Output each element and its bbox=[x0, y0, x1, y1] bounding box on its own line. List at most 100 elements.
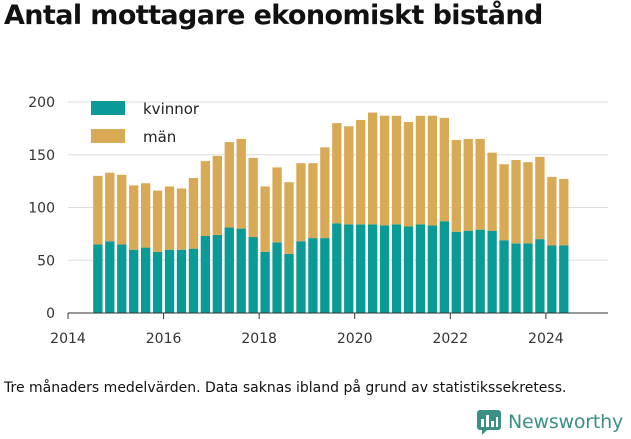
y-tick-label: 0 bbox=[46, 306, 55, 322]
bar-kvinnor bbox=[105, 241, 115, 313]
bar-man bbox=[511, 160, 521, 244]
bar-kvinnor bbox=[320, 238, 330, 313]
bar-man bbox=[176, 188, 187, 250]
bar-kvinnor bbox=[463, 230, 473, 313]
bar-man bbox=[320, 147, 330, 239]
bar-kvinnor bbox=[523, 243, 533, 313]
stacked-bar-chart: 0 50 100 150 200 2014 2016 2018 2020 2022 2024 kvi… bbox=[28, 95, 608, 347]
bar-man bbox=[129, 185, 139, 250]
bar-man bbox=[164, 186, 175, 250]
bar-man bbox=[105, 172, 115, 242]
bar-man bbox=[523, 162, 533, 244]
bar-kvinnor bbox=[200, 235, 211, 313]
bar-man bbox=[547, 176, 557, 246]
y-tick-label: 150 bbox=[28, 148, 55, 164]
bar-kvinnor bbox=[451, 231, 461, 313]
bar-man bbox=[188, 177, 199, 249]
legend-label: kvinnor bbox=[143, 100, 200, 118]
bar-kvinnor bbox=[511, 243, 521, 313]
bar-man bbox=[391, 115, 402, 225]
chart-caption: Tre månaders medelvärden. Data saknas ib… bbox=[4, 380, 567, 396]
x-tick-label: 2020 bbox=[337, 331, 373, 347]
x-tick-label: 2016 bbox=[146, 331, 182, 347]
bar-man bbox=[356, 119, 366, 225]
bar-kvinnor bbox=[117, 244, 127, 313]
bar-kvinnor bbox=[403, 226, 414, 313]
bar-kvinnor bbox=[356, 224, 366, 313]
bar-kvinnor bbox=[141, 247, 151, 313]
bar-kvinnor bbox=[547, 245, 557, 313]
x-tick-label: 2022 bbox=[432, 331, 468, 347]
bar-kvinnor bbox=[332, 223, 342, 313]
bar-kvinnor bbox=[415, 224, 426, 313]
bar-kvinnor bbox=[367, 224, 378, 313]
bar-kvinnor bbox=[152, 251, 163, 313]
bar-man bbox=[535, 156, 545, 240]
bar-man bbox=[212, 155, 222, 235]
chart-title: Antal mottagare ekonomiskt bistånd bbox=[4, 0, 543, 31]
brand-name: Newsworthy bbox=[508, 411, 624, 433]
bar-man bbox=[152, 190, 163, 252]
bar-kvinnor bbox=[260, 251, 270, 313]
brand-logo[interactable]: Newsworthy bbox=[476, 409, 623, 435]
bar-man bbox=[141, 183, 151, 248]
bar-man bbox=[451, 139, 461, 232]
bar-kvinnor bbox=[379, 225, 390, 313]
bar-man bbox=[559, 179, 569, 246]
bars bbox=[93, 112, 569, 313]
bar-man bbox=[403, 122, 414, 227]
bar-kvinnor bbox=[427, 225, 438, 313]
legend-swatch-man bbox=[91, 129, 125, 143]
bar-man bbox=[200, 161, 211, 236]
bar-man bbox=[236, 138, 246, 229]
bar-man bbox=[332, 123, 342, 224]
axes: 0 50 100 150 200 2014 2016 2018 2020 2022 2024 bbox=[28, 95, 608, 347]
bar-man bbox=[427, 115, 438, 226]
bar-kvinnor bbox=[236, 228, 246, 313]
bar-kvinnor bbox=[391, 224, 402, 313]
bar-man bbox=[224, 142, 234, 228]
bar-kvinnor bbox=[487, 230, 497, 313]
legend: kvinnor män bbox=[91, 100, 200, 146]
bar-kvinnor bbox=[296, 241, 306, 313]
bar-man bbox=[248, 157, 258, 238]
bar-man bbox=[308, 163, 318, 239]
bar-kvinnor bbox=[224, 227, 234, 313]
bar-kvinnor bbox=[248, 237, 258, 313]
bar-kvinnor bbox=[188, 248, 199, 313]
bar-kvinnor bbox=[344, 224, 354, 313]
bar-man bbox=[284, 182, 294, 254]
y-tick-label: 100 bbox=[28, 201, 55, 217]
bar-kvinnor bbox=[308, 238, 318, 313]
bar-kvinnor bbox=[499, 240, 509, 313]
x-tick-label: 2024 bbox=[528, 331, 564, 347]
bar-man bbox=[475, 138, 485, 230]
legend-swatch-kvinnor bbox=[91, 101, 125, 115]
bar-kvinnor bbox=[559, 245, 569, 313]
bar-kvinnor bbox=[535, 239, 545, 313]
bar-kvinnor bbox=[93, 244, 103, 313]
x-tick-label: 2018 bbox=[241, 331, 277, 347]
bar-man bbox=[463, 138, 473, 231]
bar-chart-logo-icon bbox=[477, 410, 501, 435]
bar-kvinnor bbox=[475, 229, 485, 313]
bar-man bbox=[415, 115, 426, 225]
y-tick-label: 50 bbox=[37, 253, 55, 269]
bar-man bbox=[379, 115, 390, 226]
bar-kvinnor bbox=[176, 249, 187, 313]
bar-kvinnor bbox=[439, 221, 449, 313]
bar-man bbox=[272, 167, 282, 243]
y-tick-label: 200 bbox=[28, 95, 55, 111]
bar-kvinnor bbox=[164, 249, 175, 313]
bar-man bbox=[439, 117, 449, 222]
bar-kvinnor bbox=[284, 253, 294, 313]
bar-man bbox=[296, 163, 306, 242]
legend-label: män bbox=[143, 128, 176, 146]
bar-kvinnor bbox=[212, 234, 222, 313]
bar-man bbox=[487, 152, 497, 231]
x-tick-label: 2014 bbox=[50, 331, 86, 347]
bar-man bbox=[344, 126, 354, 225]
bar-man bbox=[93, 175, 103, 245]
bar-man bbox=[260, 186, 270, 252]
bar-kvinnor bbox=[129, 249, 139, 313]
